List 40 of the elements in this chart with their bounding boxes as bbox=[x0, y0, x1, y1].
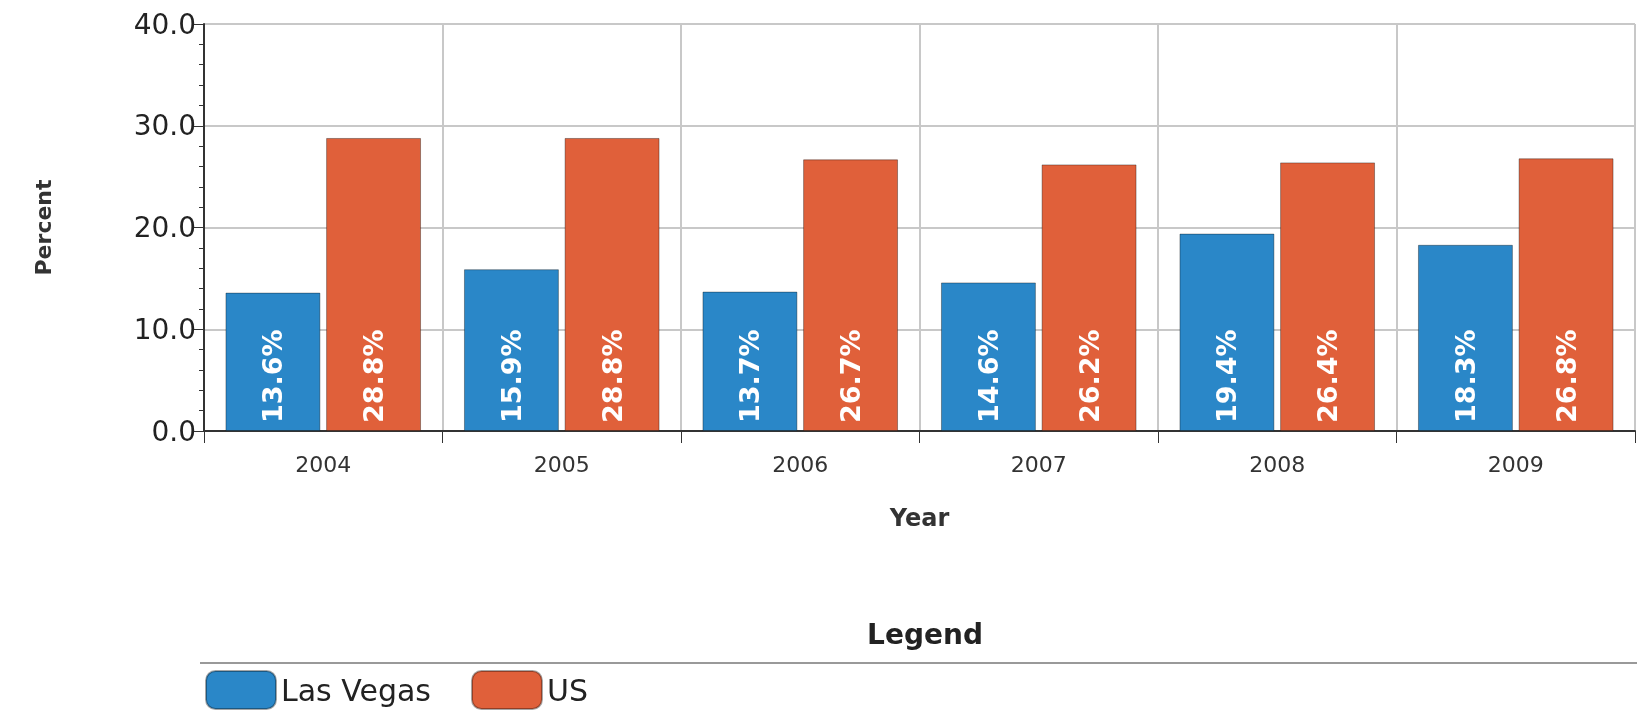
data-label: 19.4% bbox=[1211, 329, 1243, 423]
bar bbox=[326, 137, 422, 431]
data-label: 13.7% bbox=[734, 329, 766, 423]
bar bbox=[702, 291, 798, 431]
legend-label: US bbox=[546, 672, 588, 708]
data-label: 26.7% bbox=[835, 329, 867, 423]
bar bbox=[564, 137, 660, 431]
x-tick-label: 2006 bbox=[772, 451, 829, 477]
y-tick-label: 40.0 bbox=[133, 7, 196, 41]
x-tick-label: 2008 bbox=[1249, 451, 1306, 477]
bar bbox=[1179, 233, 1275, 431]
legend-title: Legend bbox=[867, 617, 983, 651]
y-axis-title: Percent bbox=[30, 179, 56, 276]
legend-label: Las Vegas bbox=[281, 672, 431, 708]
x-tick-label: 2007 bbox=[1010, 451, 1067, 477]
data-label: 28.8% bbox=[596, 329, 628, 423]
data-label: 28.8% bbox=[358, 329, 390, 423]
x-axis-title: Year bbox=[888, 504, 950, 532]
y-tick-label: 0.0 bbox=[151, 414, 196, 448]
data-label: 26.8% bbox=[1550, 329, 1582, 423]
data-label: 26.2% bbox=[1073, 329, 1105, 423]
data-label: 14.6% bbox=[972, 329, 1004, 423]
bar bbox=[1041, 164, 1137, 431]
data-label: 18.3% bbox=[1449, 329, 1481, 423]
y-tick-label: 10.0 bbox=[133, 312, 196, 346]
bar bbox=[940, 282, 1036, 431]
data-label: 26.4% bbox=[1312, 329, 1344, 423]
bar bbox=[1417, 244, 1513, 431]
data-label: 15.9% bbox=[495, 329, 527, 423]
x-tick-label: 2009 bbox=[1487, 451, 1544, 477]
bar bbox=[803, 159, 899, 431]
bar bbox=[463, 269, 559, 431]
x-tick-label: 2004 bbox=[295, 451, 352, 477]
x-tick-label: 2005 bbox=[533, 451, 590, 477]
y-tick-label: 20.0 bbox=[133, 211, 196, 244]
y-tick-label: 30.0 bbox=[133, 109, 196, 143]
bar bbox=[225, 292, 321, 431]
bar bbox=[1518, 158, 1614, 431]
bar bbox=[1280, 162, 1376, 431]
data-label: 13.6% bbox=[257, 329, 289, 423]
